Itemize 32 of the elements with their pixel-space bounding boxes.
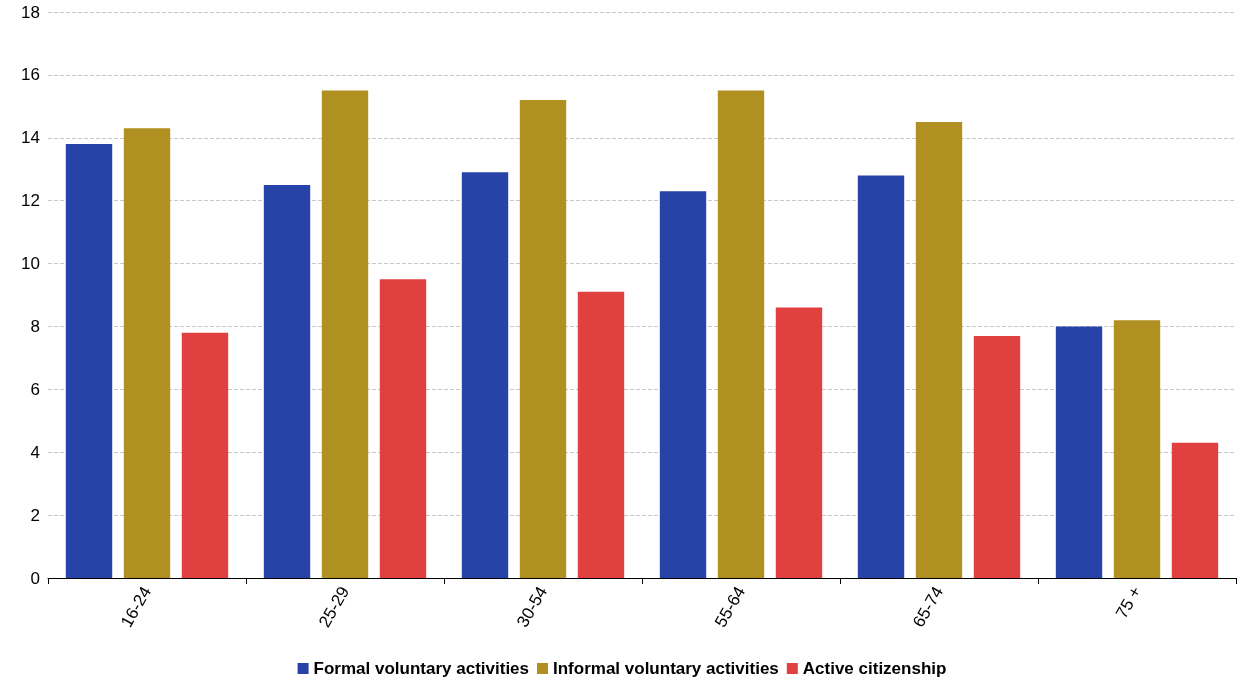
legend-label: Informal voluntary activities (553, 659, 779, 678)
y-tick-label: 4 (30, 442, 40, 462)
bar (1055, 326, 1103, 578)
bar (379, 279, 427, 578)
y-tick-label: 14 (21, 128, 40, 148)
bar (973, 335, 1021, 578)
y-tick-label: 18 (21, 2, 40, 22)
bar (857, 175, 905, 578)
bar (659, 191, 707, 578)
bar (65, 144, 113, 578)
bar (1171, 442, 1219, 578)
bar (321, 90, 369, 578)
bar (519, 100, 567, 578)
y-tick-label: 8 (30, 316, 40, 336)
bar (915, 122, 963, 578)
y-tick-label: 6 (30, 379, 40, 399)
bar (577, 291, 625, 578)
legend-label: Active citizenship (802, 659, 947, 678)
y-tick-label: 16 (21, 65, 40, 85)
bar (461, 172, 509, 578)
bar (1113, 320, 1161, 578)
y-tick-label: 0 (30, 568, 40, 588)
bar (717, 90, 765, 578)
bar (263, 184, 311, 578)
legend-label: Formal voluntary activities (313, 659, 530, 678)
bar (181, 332, 229, 578)
y-tick-label: 12 (21, 191, 40, 211)
bar (775, 307, 823, 578)
y-tick-label: 2 (30, 505, 40, 525)
bar (123, 128, 171, 578)
y-tick-label: 10 (21, 254, 40, 274)
x-tick-label: 75 + (1112, 583, 1146, 622)
